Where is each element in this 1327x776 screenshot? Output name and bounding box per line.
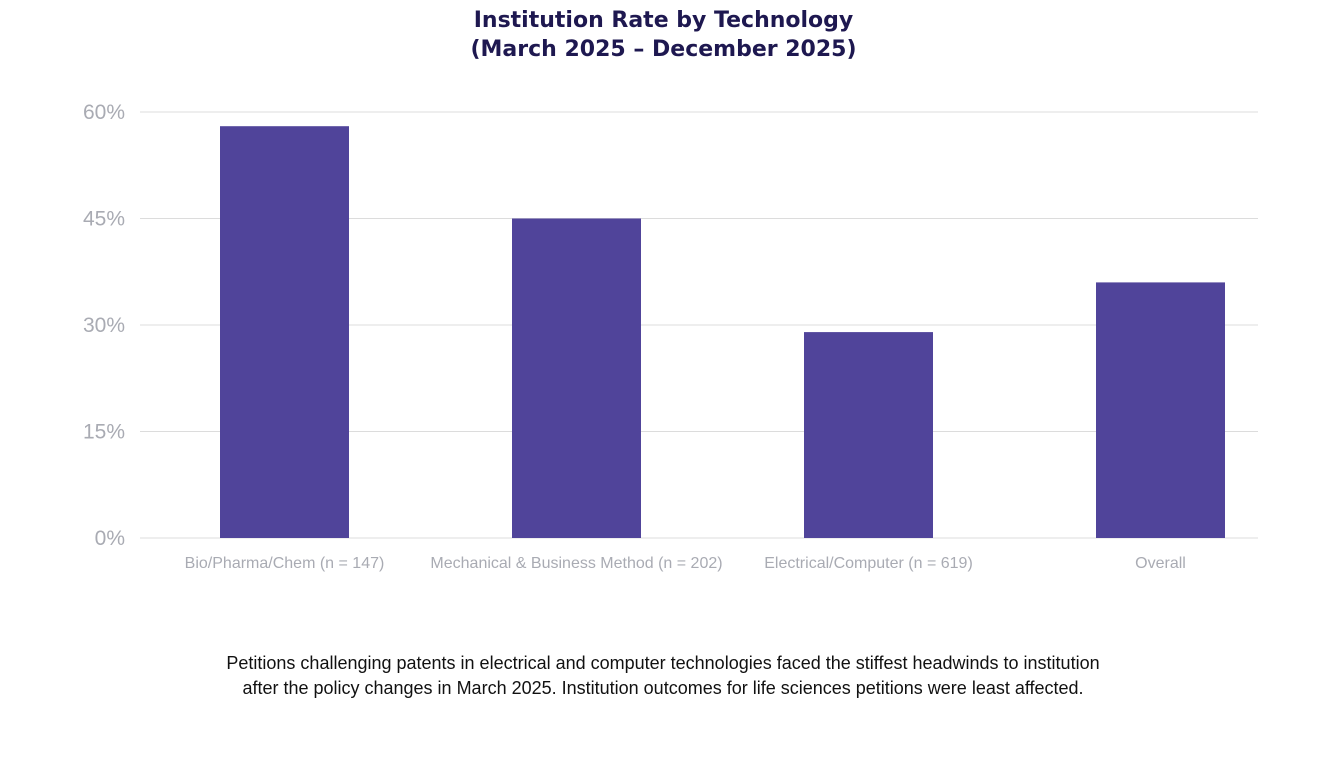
chart-subtitle: (March 2025 – December 2025) [470,37,857,62]
y-tick-label: 15% [83,421,125,444]
x-tick-label: Bio/Pharma/Chem (n = 147) [185,555,385,572]
y-tick-label: 45% [83,208,125,231]
bars [220,126,1225,538]
chart-title: Institution Rate by Technology (March 20… [0,6,1327,64]
chart-title-main: Institution Rate by Technology [473,8,854,33]
y-tick-label: 60% [83,101,125,124]
x-tick-label: Overall [1135,555,1186,572]
x-axis-ticks: Bio/Pharma/Chem (n = 147) Mechanical & Bu… [185,555,1186,572]
x-tick-label: Mechanical & Business Method (n = 202) [430,555,722,572]
bar-chart: 0% 15% 30% 45% 60% Bio/Pharma/Chem (n = 147)… [83,101,1258,572]
y-tick-label: 30% [83,314,125,337]
chart-caption: Petitions challenging patents in electri… [226,653,1100,698]
bar [804,332,933,538]
bar [220,126,349,538]
x-tick-label: Electrical/Computer (n = 619) [764,555,973,572]
bar [1096,282,1225,538]
y-tick-label: 0% [95,527,125,550]
bar [512,218,641,538]
y-axis-ticks: 0% 15% 30% 45% 60% [83,101,125,550]
